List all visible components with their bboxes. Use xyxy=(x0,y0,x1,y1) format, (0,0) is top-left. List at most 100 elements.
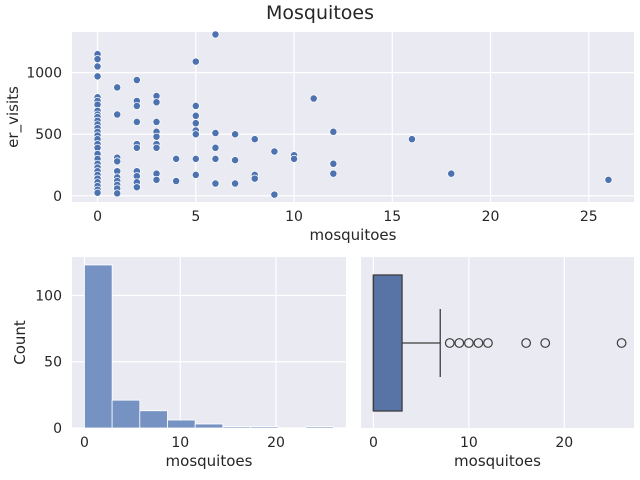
y-tick-label: 1000 xyxy=(26,66,62,82)
scatter-point xyxy=(93,55,102,64)
x-tick-label: 10 xyxy=(460,435,478,451)
x-tick-label: 20 xyxy=(482,209,500,225)
scatter-point xyxy=(329,159,338,168)
y-tick-label: 100 xyxy=(35,288,62,304)
histogram-panel: 0 10 20 0 50 100 mosquitoes Count xyxy=(11,257,346,470)
scatter-point xyxy=(152,98,161,107)
scatter-point xyxy=(152,143,161,152)
scatter-point xyxy=(191,101,200,110)
scatter-point xyxy=(152,132,161,141)
scatter-x-axis-label: mosquitoes xyxy=(310,226,397,244)
scatter-point xyxy=(132,101,141,110)
y-tick-label: 50 xyxy=(44,355,62,371)
histogram-x-axis-label: mosquitoes xyxy=(166,452,253,470)
scatter-point xyxy=(290,154,298,163)
scatter-point xyxy=(250,174,259,183)
scatter-point xyxy=(211,179,220,188)
x-tick-label: 0 xyxy=(369,435,378,451)
y-tick-label: 500 xyxy=(35,127,62,143)
outlier-point xyxy=(444,338,455,348)
scatter-point xyxy=(191,119,200,128)
scatter-point xyxy=(132,183,141,192)
histogram-bar xyxy=(250,426,279,429)
scatter-point xyxy=(408,135,416,144)
scatter-point xyxy=(191,170,200,179)
scatter-point xyxy=(211,129,220,137)
scatter-point xyxy=(191,57,200,66)
scatter-point xyxy=(447,169,456,178)
scatter-point xyxy=(191,111,200,120)
outlier-point xyxy=(521,338,532,348)
x-tick-label: 10 xyxy=(171,435,189,451)
histogram-bar xyxy=(194,423,224,429)
scatter-point xyxy=(113,83,122,92)
boxplot-tick-labels: 0 10 20 xyxy=(369,435,573,451)
scatter-point xyxy=(604,175,613,184)
x-tick-label: 25 xyxy=(580,209,598,225)
scatter-point xyxy=(231,130,240,139)
scatter-point xyxy=(113,189,122,198)
scatter-point xyxy=(132,117,141,126)
scatter-point xyxy=(93,62,102,71)
scatter-point xyxy=(191,154,200,163)
histogram-tick-labels: 0 10 20 0 50 100 xyxy=(35,288,285,451)
scatter-point xyxy=(250,135,259,144)
x-tick-label: 15 xyxy=(383,209,401,225)
scatter-point xyxy=(211,154,220,163)
scatter-point xyxy=(93,188,102,197)
histogram-bar xyxy=(111,399,141,429)
x-tick-label: 0 xyxy=(93,209,102,225)
scatter-point xyxy=(152,175,161,184)
scatter-point xyxy=(329,127,338,136)
outlier-point xyxy=(616,338,627,348)
figure-title: Mosquitoes xyxy=(266,2,374,24)
x-tick-label: 20 xyxy=(267,435,285,451)
histogram-bar xyxy=(305,426,334,429)
scatter-point xyxy=(172,177,181,186)
histogram-bars xyxy=(84,264,334,429)
y-tick-label: 0 xyxy=(53,421,62,437)
scatter-point xyxy=(211,30,220,39)
scatter-point xyxy=(93,72,102,81)
boxplot-panel: 0 10 20 mosquitoes xyxy=(361,257,634,470)
scatter-point xyxy=(309,94,318,103)
x-tick-label: 20 xyxy=(555,435,573,451)
histogram-bar xyxy=(84,264,113,429)
scatter-point xyxy=(152,117,161,126)
x-tick-label: 0 xyxy=(80,435,89,451)
histogram-bar xyxy=(167,419,196,429)
histogram-y-axis-label: Count xyxy=(11,320,29,365)
scatter-point xyxy=(132,143,141,152)
scatter-points xyxy=(93,30,613,199)
histogram-plot-area xyxy=(72,257,346,428)
scatter-tick-labels: 0 5 10 15 20 25 0 500 1000 xyxy=(26,66,597,225)
scatter-point xyxy=(270,147,279,156)
scatter-point xyxy=(172,154,181,163)
scatter-point xyxy=(231,156,240,165)
scatter-panel: 0 5 10 15 20 25 0 500 1000 mosquitoes er_visits xyxy=(4,30,634,244)
boxplot-x-axis-label: mosquitoes xyxy=(454,452,541,470)
scatter-point xyxy=(132,76,141,84)
outlier-point xyxy=(473,338,484,348)
histogram-bar xyxy=(139,410,168,429)
scatter-plot-area xyxy=(72,32,634,202)
scatter-point xyxy=(270,190,279,199)
outlier-point xyxy=(463,338,474,348)
box xyxy=(372,274,403,412)
scatter-point xyxy=(231,179,240,188)
scatter-y-axis-label: er_visits xyxy=(4,86,23,148)
histogram-bar xyxy=(222,426,251,429)
boxplot-marks xyxy=(372,274,627,412)
scatter-point xyxy=(113,157,122,166)
x-tick-label: 10 xyxy=(285,209,303,225)
scatter-point xyxy=(211,143,220,152)
scatter-point xyxy=(113,110,122,119)
outlier-point xyxy=(454,338,465,348)
x-tick-label: 5 xyxy=(191,209,200,225)
outlier-point xyxy=(540,338,551,348)
scatter-point xyxy=(329,169,338,178)
scatter-point xyxy=(191,130,200,139)
y-tick-label: 0 xyxy=(53,189,62,205)
outlier-point xyxy=(483,338,493,348)
